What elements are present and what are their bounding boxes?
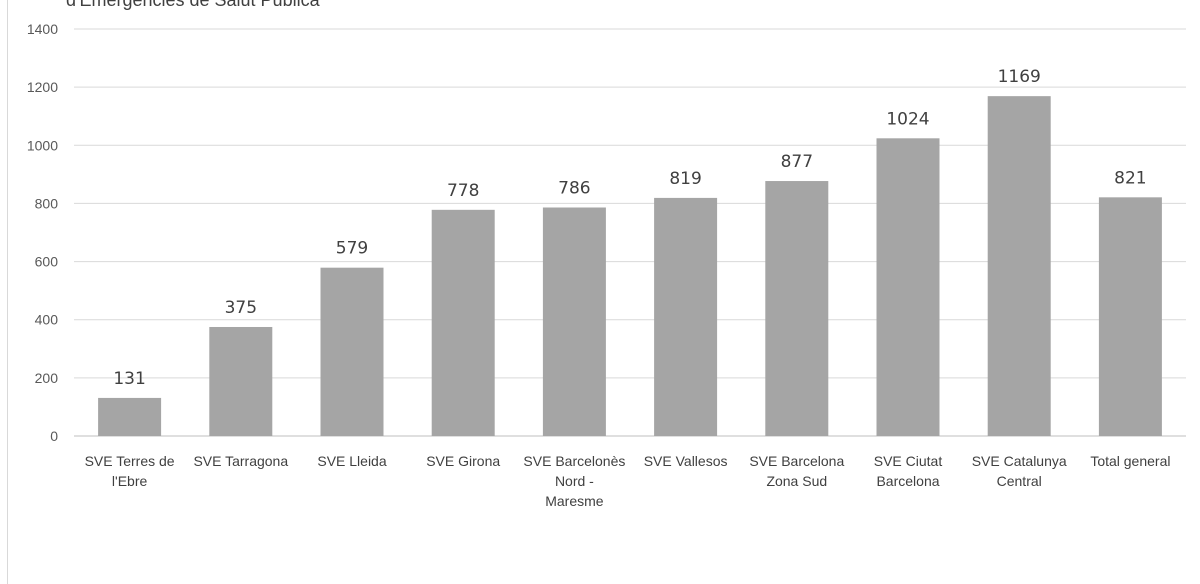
bar	[876, 138, 940, 436]
bar	[209, 326, 273, 436]
x-category-label: Maresme	[545, 493, 604, 509]
x-category-label: SVE Barcelona	[749, 453, 844, 469]
x-category-label: Nord -	[555, 473, 594, 489]
bar	[765, 181, 829, 436]
bar	[320, 267, 384, 436]
bar	[542, 207, 606, 436]
x-category-label: Central	[997, 473, 1042, 489]
x-category-label: l'Ebre	[112, 473, 148, 489]
data-label: 778	[447, 181, 479, 201]
y-tick-label: 1400	[27, 21, 58, 37]
data-label: 877	[781, 152, 813, 172]
bar	[98, 397, 162, 436]
x-category-label: Zona Sud	[766, 473, 827, 489]
y-tick-label: 800	[35, 195, 59, 211]
frame-border	[7, 0, 8, 584]
bar	[654, 197, 718, 436]
x-category-label: SVE Terres de	[85, 453, 175, 469]
y-tick-label: 0	[50, 428, 58, 444]
x-category-label: SVE Catalunya	[972, 453, 1067, 469]
bar	[431, 209, 495, 436]
x-category-label: SVE Girona	[426, 453, 500, 469]
data-label: 131	[113, 369, 145, 389]
x-category-label: SVE Ciutat	[874, 453, 943, 469]
data-label: 579	[336, 239, 368, 259]
y-tick-label: 200	[35, 370, 59, 386]
data-label: 375	[225, 298, 257, 318]
y-tick-label: 600	[35, 254, 59, 270]
chart-title: d'Emergències de Salut Pública	[66, 0, 320, 10]
x-category-label: Total general	[1090, 453, 1170, 469]
x-category-label: SVE Barcelonès	[523, 453, 625, 469]
bar	[1098, 197, 1162, 436]
data-label: 786	[558, 178, 590, 198]
data-label: 819	[669, 169, 701, 189]
x-category-label: Barcelona	[876, 473, 939, 489]
y-tick-label: 1000	[27, 137, 58, 153]
x-category-label: SVE Tarragona	[193, 453, 288, 469]
y-tick-label: 400	[35, 312, 59, 328]
bar	[987, 96, 1051, 436]
data-label: 1169	[998, 67, 1041, 87]
x-category-label: SVE Vallesos	[644, 453, 728, 469]
data-label: 1024	[886, 109, 929, 129]
x-category-label: SVE Lleida	[317, 453, 386, 469]
y-tick-label: 1200	[27, 79, 58, 95]
data-label: 821	[1114, 168, 1146, 188]
